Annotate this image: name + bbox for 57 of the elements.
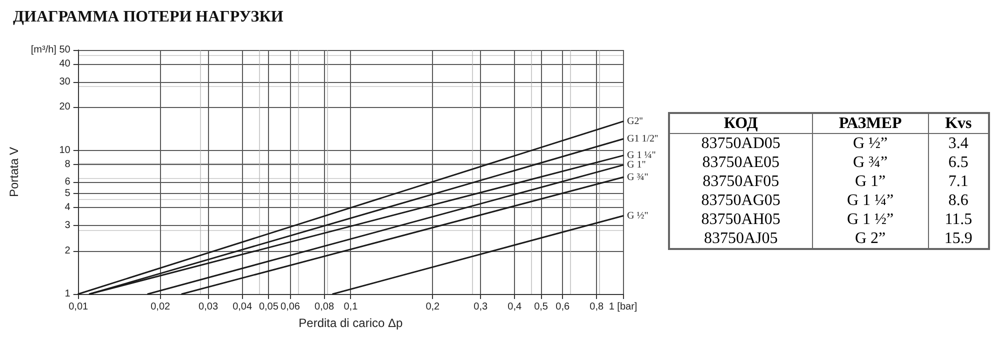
text: G 1 ½” <box>812 210 928 229</box>
y-tick-label: 4 <box>64 202 71 214</box>
x-axis-title: Perdita di carico Δp <box>298 316 404 330</box>
x-tick-label: 0,1 <box>344 302 358 312</box>
y-tick-label: 20 <box>59 102 71 113</box>
x-tick-label: 0,08 <box>314 302 334 312</box>
x-tick-label: 0,03 <box>198 302 218 312</box>
text: 83750AG05 <box>700 191 782 210</box>
text: G ½” <box>812 134 928 153</box>
x-tick-label: 0,04 <box>232 302 252 312</box>
x-tick-label: 0,01 <box>68 302 89 312</box>
series-label: G2'' <box>627 116 644 127</box>
x-tick-label: 0,3 <box>474 302 488 312</box>
y-tick-label: 10 <box>59 144 71 156</box>
y-tick-label: 30 <box>59 76 71 88</box>
x-tick-label: 0,05 <box>258 302 279 312</box>
text: G 1” <box>812 172 928 191</box>
text: 83750AH05 <box>700 210 782 229</box>
series-label: G 1 ¼" <box>627 150 656 162</box>
x-tick-label: 0,4 <box>508 302 522 312</box>
chart-title: ДИАГРАММА ПОТЕРИ НАГРУЗКИ <box>13 8 284 26</box>
x-tick-label: 0,5 <box>534 302 548 312</box>
y-tick-label: 40 <box>59 58 71 70</box>
text: 7.1 <box>928 172 989 191</box>
y-tick-label: 5 <box>64 188 71 200</box>
text: 6.5 <box>928 153 989 172</box>
text: 11.5 <box>928 210 989 229</box>
text: G 1 ¼” <box>812 191 928 210</box>
y-tick-label: 6 <box>64 176 71 188</box>
text: 83750AJ05 <box>702 229 779 249</box>
text: 8.6 <box>928 191 989 210</box>
x-tick-label: 1 [bar] <box>608 302 638 312</box>
series-label: G1 1/2'' <box>627 134 658 145</box>
series-label: G ¾" <box>627 172 648 183</box>
y-tick-label: [m³/h] 50 <box>30 44 71 56</box>
text: G ¾” <box>812 153 928 172</box>
text: 15.9 <box>928 229 989 249</box>
x-tick-label: 0,2 <box>426 302 440 312</box>
x-tick-label: 0,06 <box>280 302 300 312</box>
x-tick-label: 0,6 <box>556 302 570 312</box>
series-label: G ½" <box>627 210 648 222</box>
series-label: G 1" <box>627 160 646 171</box>
text: КОД <box>722 114 759 134</box>
y-tick-label: 3 <box>64 220 71 231</box>
text: Kvs <box>928 113 989 134</box>
text: 3.4 <box>928 134 989 153</box>
x-tick-label: 0,8 <box>590 302 604 312</box>
text: 83750AE05 <box>701 153 781 172</box>
text: РАЗМЕР <box>812 113 928 134</box>
x-tick-label: 0,02 <box>150 302 170 312</box>
y-axis-title: Portata V <box>7 146 21 198</box>
y-tick-label: 2 <box>64 245 71 256</box>
y-tick-label: 1 <box>64 288 71 300</box>
text: G 2” <box>812 229 928 249</box>
y-tick-label: 8 <box>64 158 71 170</box>
text: 83750AD05 <box>700 134 782 153</box>
text: 83750AF05 <box>702 172 780 191</box>
